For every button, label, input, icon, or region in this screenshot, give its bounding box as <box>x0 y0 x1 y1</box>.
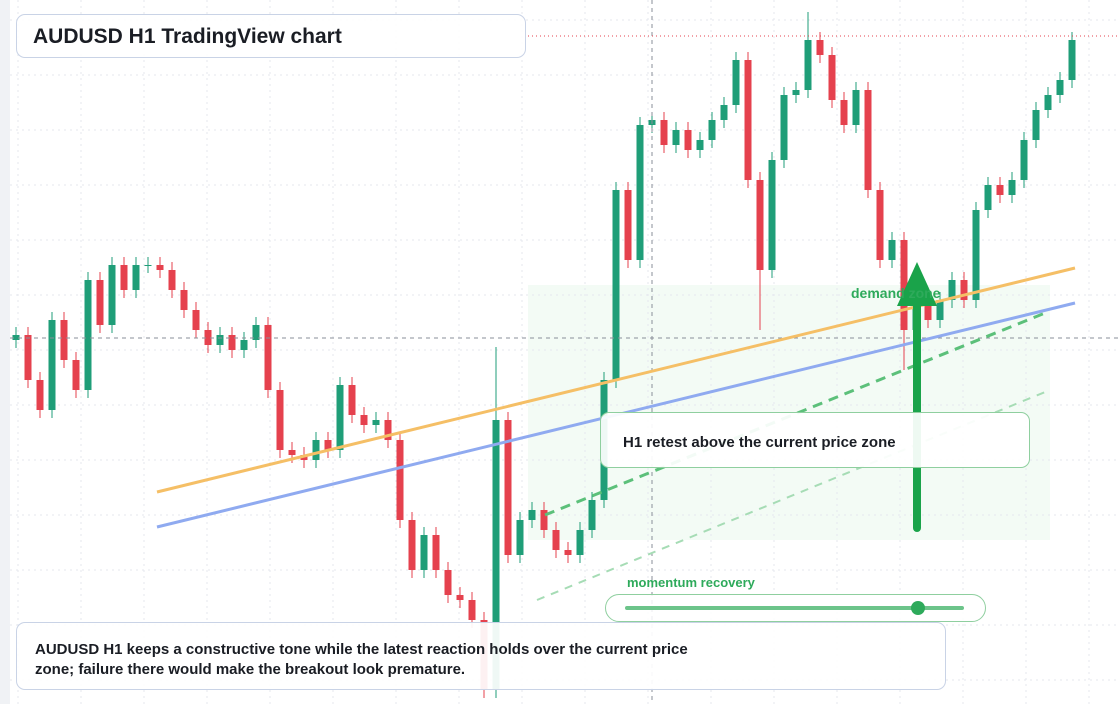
candle-body <box>324 440 332 450</box>
candle-body <box>696 140 704 150</box>
candle-body <box>732 60 740 105</box>
candle-body <box>1032 110 1040 140</box>
candle-body <box>936 300 944 320</box>
candle-body <box>816 40 824 55</box>
candle-body <box>852 90 860 125</box>
momentum-slider[interactable] <box>605 594 986 622</box>
slider-graphic <box>625 601 964 615</box>
candle-body <box>552 530 560 550</box>
candle-body <box>972 210 980 300</box>
candle-body <box>828 55 836 100</box>
description: AUDUSD H1 keeps a constructive tone whil… <box>16 622 946 690</box>
candle-body <box>612 190 620 380</box>
candle-body <box>900 240 908 330</box>
candle-body <box>396 440 404 520</box>
candle-body <box>636 125 644 260</box>
candle-body <box>528 510 536 520</box>
candle-body <box>96 280 104 325</box>
candle-body <box>84 280 92 390</box>
projection-trendline <box>536 389 1051 601</box>
candle-body <box>684 130 692 150</box>
candle-body <box>504 420 512 555</box>
candle-body <box>672 130 680 145</box>
candle-body <box>576 530 584 555</box>
candle-body <box>408 520 416 570</box>
candle-body <box>132 265 140 290</box>
candle-body <box>228 335 236 350</box>
candle-body <box>120 265 128 290</box>
candle-body <box>252 325 260 340</box>
candle-body <box>864 90 872 190</box>
candle-body <box>564 550 572 555</box>
candle-body <box>1068 40 1076 80</box>
candle-body <box>1056 80 1064 95</box>
candle-body <box>288 450 296 455</box>
candle-body <box>420 535 428 570</box>
candle-body <box>144 265 152 266</box>
candle-body <box>180 290 188 310</box>
candle-body <box>588 500 596 530</box>
slider-knob[interactable] <box>911 601 925 615</box>
candle-body <box>48 320 56 410</box>
candle-body <box>156 265 164 270</box>
candle-body <box>516 520 524 555</box>
momentum-label: momentum recovery <box>627 575 755 590</box>
candle-body <box>108 265 116 325</box>
candle-body <box>888 240 896 260</box>
retest-annotation: H1 retest above the current price zone <box>600 412 1030 468</box>
candle-body <box>540 510 548 530</box>
candle-body <box>840 100 848 125</box>
candle-body <box>372 420 380 425</box>
candle-body <box>60 320 68 360</box>
candle-body <box>216 335 224 345</box>
candles <box>12 12 1076 698</box>
demand-zone-label: demand zone <box>851 285 941 301</box>
candle-body <box>336 385 344 450</box>
candle-body <box>708 120 716 140</box>
candle-body <box>204 330 212 345</box>
candle-body <box>804 40 812 90</box>
candle-body <box>456 595 464 600</box>
chart-title: AUDUSD H1 TradingView chart <box>16 14 526 58</box>
candle-body <box>348 385 356 415</box>
left-edge <box>0 0 10 704</box>
candle-body <box>1020 140 1028 180</box>
candle-body <box>24 335 32 380</box>
candle-body <box>192 310 200 330</box>
candle-body <box>276 390 284 450</box>
candle-body <box>624 190 632 260</box>
candle-body <box>720 105 728 120</box>
candle-body <box>660 120 668 145</box>
candle-body <box>876 190 884 260</box>
candle-body <box>756 180 764 270</box>
candle-body <box>744 60 752 180</box>
candle-body <box>36 380 44 410</box>
candle-body <box>960 280 968 300</box>
momentum-trendline <box>544 311 1046 517</box>
candle-body <box>948 280 956 300</box>
candle-body <box>1044 95 1052 110</box>
candle-body <box>792 90 800 95</box>
candle-body <box>996 185 1004 195</box>
candle-body <box>384 420 392 440</box>
candle-body <box>1008 180 1016 195</box>
candle-body <box>240 340 248 350</box>
candle-body <box>432 535 440 570</box>
candle-body <box>768 160 776 270</box>
candle-body <box>168 270 176 290</box>
candle-body <box>492 420 500 690</box>
candle-body <box>312 440 320 460</box>
candle-body <box>984 185 992 210</box>
candle-body <box>468 600 476 620</box>
candle-body <box>360 415 368 425</box>
candle-body <box>72 360 80 390</box>
candle-body <box>264 325 272 390</box>
candle-body <box>924 295 932 320</box>
candle-body <box>12 335 20 340</box>
arrow-head <box>897 262 937 306</box>
candle-body <box>780 95 788 160</box>
candle-body <box>444 570 452 595</box>
